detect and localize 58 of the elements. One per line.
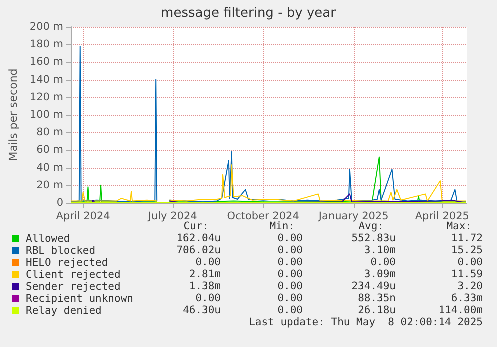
text: 162.04u xyxy=(176,232,221,244)
legend-label: Recipient unknown xyxy=(26,293,134,305)
legend-label: RBL blocked xyxy=(26,245,96,257)
x-tick-label: April 2025 xyxy=(415,210,470,222)
legend-label: Allowed xyxy=(26,233,70,245)
text: 6.33m xyxy=(451,292,483,304)
text: 234.49u xyxy=(352,280,396,292)
text: 0.00 xyxy=(278,304,303,316)
text: 0.00 xyxy=(370,256,396,268)
y-tick-label: 40 m xyxy=(36,162,64,174)
text: 11.72 xyxy=(451,232,483,244)
text: 706.02u xyxy=(176,244,221,256)
text: 0.00 xyxy=(278,232,303,244)
text: 0.00 xyxy=(196,256,221,268)
y-tick-label: 0 xyxy=(56,197,64,209)
text: 0.00 xyxy=(458,256,483,268)
text: 114.00m xyxy=(438,304,483,316)
text: 552.83u xyxy=(352,232,396,244)
y-tick-label: 80 m xyxy=(36,126,64,139)
y-tick-label: 60 m xyxy=(36,144,64,156)
text: 88.35n xyxy=(358,292,396,304)
y-tick-label: 180 m xyxy=(30,38,64,51)
x-tick-label: January 2025 xyxy=(318,210,389,222)
text: 26.18u xyxy=(358,304,396,316)
text: 0.00 xyxy=(278,280,303,292)
x-tick-label: April 2024 xyxy=(56,210,111,222)
text: 2.81m xyxy=(189,268,221,280)
y-axis-title: Mails per second xyxy=(7,68,20,162)
x-tick-label: October 2024 xyxy=(227,210,300,222)
text: Avg: xyxy=(358,220,384,232)
text: 0.00 xyxy=(196,292,221,304)
legend-label: Client rejected xyxy=(26,269,121,281)
legend-label: HELO rejected xyxy=(26,257,108,269)
y-tick-label: 140 m xyxy=(30,74,64,86)
y-tick-label: 160 m xyxy=(30,56,64,68)
text: Min: xyxy=(270,220,295,232)
legend-label: Relay denied xyxy=(26,305,102,317)
text: 3.20 xyxy=(458,280,483,292)
text: 3.10m xyxy=(364,244,396,256)
text: 46.30u xyxy=(183,304,221,316)
text: 0.00 xyxy=(278,292,303,304)
legend-label: Sender rejected xyxy=(26,281,121,293)
text: 3.09m xyxy=(364,268,396,280)
text: 0.00 xyxy=(278,256,303,268)
text: 1.38m xyxy=(189,280,221,292)
text: Max: xyxy=(446,220,472,232)
text: 0.00 xyxy=(278,268,303,280)
text: 11.59 xyxy=(451,268,483,280)
y-tick-label: 200 m xyxy=(30,21,64,33)
text: 0.00 xyxy=(278,244,303,256)
y-tick-label: 120 m xyxy=(30,91,64,104)
text: Last update: Thu May 8 02:00:14 2025 xyxy=(249,316,483,328)
text: Cur: xyxy=(184,220,209,232)
chart-title: message filtering - by year xyxy=(161,6,337,21)
text: 15.25 xyxy=(451,244,483,256)
x-tick-label: July 2024 xyxy=(147,210,198,222)
y-tick-label: 100 m xyxy=(30,109,64,121)
y-tick-label: 20 m xyxy=(36,179,64,192)
